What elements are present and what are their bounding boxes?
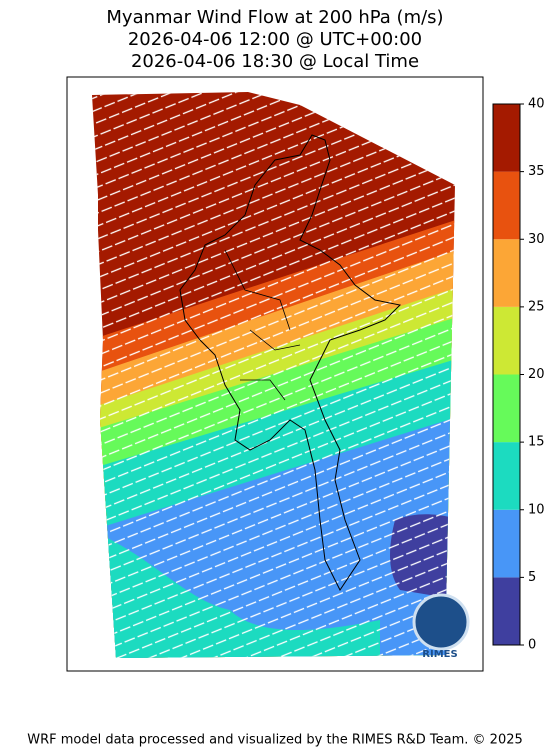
colorbar-tick-label: 40 [528,97,545,112]
colorbar-segment [493,239,520,307]
footer: WRF model data processed and visualized … [27,733,523,748]
colorbar-tick-label: 25 [528,299,545,314]
title-line: 2026-04-06 18:30 @ Local Time [131,51,419,72]
colorbar-tick-label: 30 [528,232,545,247]
colorbar-segment [493,442,520,510]
colorbar-segment [493,577,520,645]
colorbar-segment [493,306,520,375]
colorbar-tick-label: 15 [528,435,545,450]
state-border [224,249,301,401]
colorbar-segment [493,104,520,172]
colorbar-tick-label: 5 [528,570,536,585]
colorbar-tick-label: 20 [528,367,545,382]
map-frame [66,76,484,672]
colorbar-segment [493,509,520,578]
logo-text: RIMES [422,649,457,660]
country-border [179,134,402,591]
logo [412,593,470,651]
colorbar-segment [493,171,520,240]
colorbar: 0 5 10 15 20 25 30 35 40 [492,97,545,653]
colorbar-tick-label: 35 [528,164,545,179]
title-line: 2026-04-06 12:00 @ UTC+00:00 [128,29,422,50]
colorbar-tick-label: 0 [528,638,536,653]
wind-arrows [92,92,455,658]
colorbar-segment [493,374,520,443]
title-line: Myanmar Wind Flow at 200 hPa (m/s) [106,7,443,28]
wind-field [92,92,455,658]
colorbar-tick-label: 10 [528,502,545,517]
